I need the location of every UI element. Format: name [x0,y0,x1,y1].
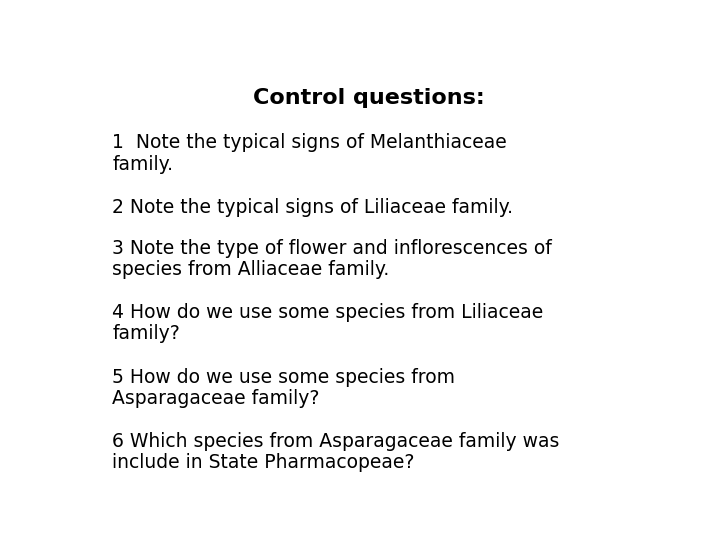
Text: 2 Note the typical signs of Liliaceae family.: 2 Note the typical signs of Liliaceae fa… [112,198,513,217]
Text: 4 How do we use some species from Liliaceae
family?: 4 How do we use some species from Liliac… [112,303,544,343]
Text: Control questions:: Control questions: [253,87,485,107]
Text: 3 Note the type of flower and inflorescences of
species from Alliaceae family.: 3 Note the type of flower and infloresce… [112,239,552,279]
Text: 5 How do we use some species from
Asparagaceae family?: 5 How do we use some species from Aspara… [112,368,455,408]
Text: 1  Note the typical signs of Melanthiaceae
family.: 1 Note the typical signs of Melanthiacea… [112,133,507,174]
Text: 6 Which species from Asparagaceae family was
include in State Pharmacopeae?: 6 Which species from Asparagaceae family… [112,432,559,472]
